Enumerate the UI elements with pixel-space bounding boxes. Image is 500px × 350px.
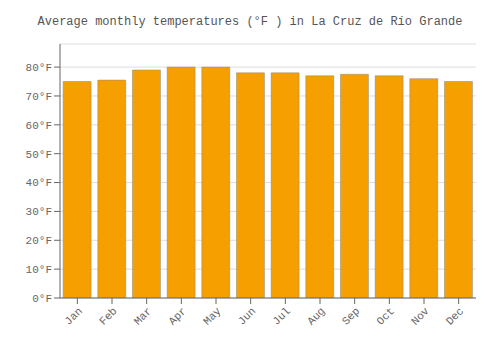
svg-text:60°F: 60°F bbox=[26, 120, 52, 132]
svg-text:40°F: 40°F bbox=[26, 177, 52, 189]
svg-text:Jun: Jun bbox=[236, 305, 258, 327]
svg-text:Jan: Jan bbox=[62, 305, 84, 327]
svg-text:Apr: Apr bbox=[166, 305, 188, 327]
svg-text:May: May bbox=[201, 305, 224, 328]
svg-text:Mar: Mar bbox=[132, 305, 154, 327]
svg-text:Feb: Feb bbox=[97, 305, 119, 327]
svg-text:50°F: 50°F bbox=[26, 149, 52, 161]
svg-text:80°F: 80°F bbox=[26, 62, 52, 74]
svg-text:Aug: Aug bbox=[305, 305, 327, 327]
html-text:Average monthly temperatures (: Average monthly temperatures (°F ) in La… bbox=[37, 15, 463, 29]
svg-text:0°F: 0°F bbox=[32, 293, 52, 305]
svg-text:10°F: 10°F bbox=[26, 264, 52, 276]
svg-text:Jul: Jul bbox=[270, 305, 292, 327]
svg-text:20°F: 20°F bbox=[26, 235, 52, 247]
svg-text:70°F: 70°F bbox=[26, 91, 52, 103]
svg-text:Nov: Nov bbox=[409, 305, 432, 328]
svg-text:Sep: Sep bbox=[340, 305, 362, 327]
svg-text:Oct: Oct bbox=[374, 305, 396, 327]
svg-text:Dec: Dec bbox=[444, 305, 466, 327]
svg-text:30°F: 30°F bbox=[26, 206, 52, 218]
